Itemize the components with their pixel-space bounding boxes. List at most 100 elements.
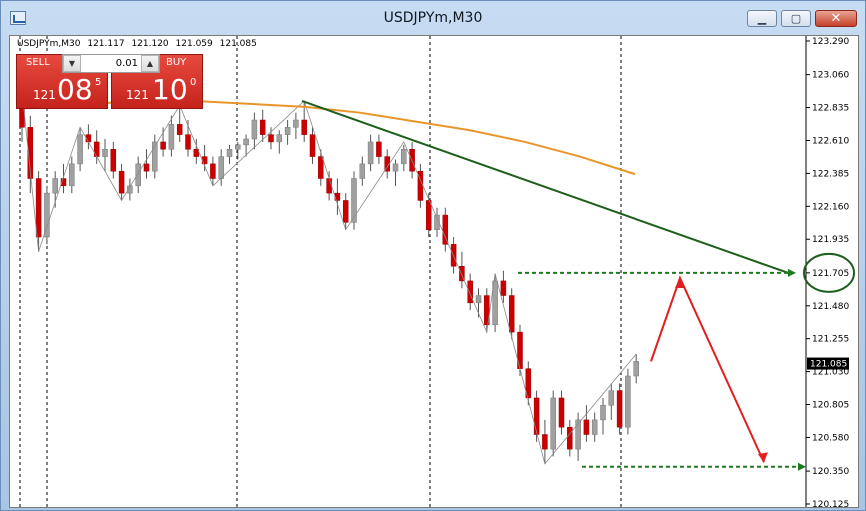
- highlight-circle: [803, 252, 855, 293]
- candle-body: [533, 397, 540, 435]
- candle-body: [376, 141, 382, 157]
- price-tick-label: 121.480: [812, 302, 849, 312]
- window-title: USDJPYm,M30: [383, 10, 483, 26]
- price-tick-label: 122.610: [812, 136, 849, 146]
- candle-body: [102, 149, 108, 157]
- lot-size-stepper[interactable]: ▼ ▲: [62, 54, 160, 73]
- candle-body: [425, 200, 432, 230]
- chart-app-icon: [10, 11, 26, 25]
- price-tick-label: 122.835: [812, 104, 849, 114]
- candle-body: [235, 144, 241, 150]
- candle-body: [583, 419, 590, 435]
- candle-body: [301, 119, 307, 135]
- sell-price-sup: 5: [95, 77, 102, 88]
- candle-body: [60, 178, 67, 187]
- close-price: 121.085: [219, 39, 257, 49]
- price-tick-label: 123.060: [812, 71, 849, 81]
- lot-decrease-button[interactable]: ▼: [63, 55, 81, 72]
- price-tick-label: 120.125: [812, 500, 849, 507]
- minimize-button[interactable]: ▁: [747, 10, 777, 27]
- candle-body: [44, 192, 50, 238]
- candle-body: [459, 266, 465, 282]
- candle-body: [276, 134, 283, 143]
- candle-body: [342, 200, 349, 223]
- lot-increase-button[interactable]: ▲: [141, 55, 159, 72]
- candle-body: [500, 280, 507, 296]
- open-price: 121.117: [87, 39, 125, 49]
- candle-body: [442, 214, 449, 245]
- candle-body: [176, 124, 183, 135]
- candle-body: [367, 141, 374, 165]
- candle-body: [625, 375, 631, 428]
- symbol-info-bar: USDJPYm,M30 121.117 121.120 121.059 121.…: [17, 39, 261, 49]
- candle-body: [127, 185, 133, 194]
- candle-body: [193, 149, 200, 157]
- trendline: [301, 100, 789, 274]
- candle-body: [550, 397, 556, 450]
- candle-body: [284, 127, 291, 135]
- current-price-label: 121.085: [810, 360, 847, 370]
- candle-body: [484, 295, 490, 326]
- symbol-timeframe-label: USDJPYm,M30: [17, 39, 81, 49]
- candle-body: [558, 397, 565, 428]
- candle-body: [77, 134, 83, 165]
- candle-body: [293, 119, 299, 128]
- price-chart[interactable]: 123.290 123.060 122.835 122.610 122.385 122.1…: [10, 36, 858, 507]
- candle-body: [359, 163, 366, 179]
- buy-label: BUY: [166, 57, 187, 68]
- price-tick-label: 120.580: [812, 433, 849, 443]
- candle-body: [27, 127, 34, 179]
- candle-body: [185, 134, 191, 150]
- lot-size-input[interactable]: [82, 56, 138, 70]
- candle-body: [309, 134, 316, 157]
- price-tick-label: 122.385: [812, 169, 849, 179]
- sell-price: 121 08 5: [17, 75, 107, 107]
- chart-canvas[interactable]: 123.290 123.060 122.835 122.610 122.385 122.1…: [9, 35, 859, 508]
- buy-price-sup: 0: [190, 77, 197, 88]
- candle-body: [93, 141, 100, 157]
- candle-body: [600, 405, 606, 421]
- candle-body: [35, 178, 42, 238]
- candle-body: [591, 419, 598, 435]
- candle-body: [259, 119, 266, 135]
- candle-body: [110, 149, 117, 172]
- buy-price-main: 10: [152, 73, 188, 106]
- close-button[interactable]: ✕: [815, 10, 857, 27]
- candle-body: [243, 138, 249, 146]
- minimize-icon: ▁: [757, 12, 767, 25]
- maximize-icon: ▢: [790, 12, 802, 25]
- candle-body: [326, 178, 332, 194]
- low-price: 121.059: [175, 39, 213, 49]
- one-click-trading-panel: SELL 121 08 5 BUY 121 10 0 ▼ ▲: [16, 54, 203, 109]
- price-tick-label: 120.350: [812, 467, 849, 477]
- candle-body: [351, 178, 357, 223]
- forecast-end-arrowhead: [758, 452, 768, 463]
- candle-body: [160, 141, 166, 150]
- candle-body: [210, 163, 216, 179]
- candle-body: [268, 134, 274, 143]
- title-bar[interactable]: USDJPYm,M30 ▁ ▢ ✕: [1, 1, 865, 35]
- resistance-arrowhead: [788, 268, 796, 277]
- support-arrowhead: [798, 462, 806, 471]
- price-tick-label: 121.935: [812, 235, 849, 245]
- candle-body: [633, 361, 639, 377]
- candle-body: [467, 280, 473, 304]
- chevron-down-icon: ▼: [68, 59, 76, 68]
- price-tick-label: 120.805: [812, 401, 849, 411]
- candle-body: [52, 178, 58, 194]
- candle-body: [251, 119, 258, 140]
- candle-body: [392, 163, 399, 172]
- candle-body: [492, 280, 498, 326]
- close-icon: ✕: [830, 11, 842, 26]
- forecast-peak-arrowhead: [675, 277, 685, 288]
- candle-body: [608, 390, 615, 406]
- candle-body: [69, 163, 75, 187]
- maximize-button[interactable]: ▢: [781, 10, 811, 27]
- high-price: 121.120: [131, 39, 169, 49]
- forecast-path: [650, 275, 765, 463]
- price-tick-label: 123.290: [812, 37, 849, 47]
- candle-body: [218, 156, 224, 179]
- candle-body: [542, 434, 548, 450]
- candle-body: [118, 170, 125, 194]
- candle-body: [525, 368, 532, 399]
